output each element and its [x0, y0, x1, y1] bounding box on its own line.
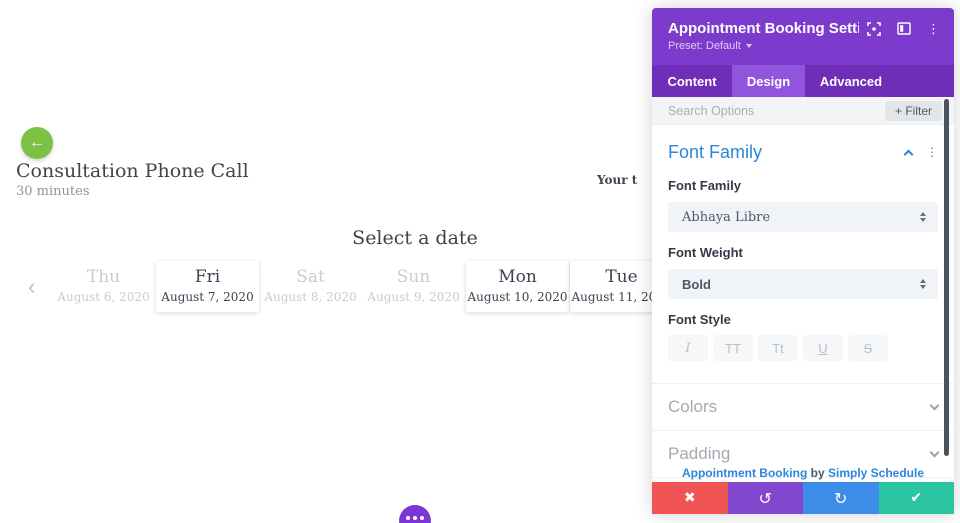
- divider: [652, 383, 954, 384]
- chevron-down-icon: [929, 447, 940, 458]
- tab-design[interactable]: Design: [732, 65, 805, 97]
- date-day-label: Thu: [86, 267, 121, 288]
- caret-down-icon: [745, 44, 752, 48]
- filter-button[interactable]: + Filter: [884, 100, 942, 121]
- font-family-value: Abhaya Libre: [682, 209, 771, 225]
- save-button[interactable]: ✔: [878, 482, 954, 514]
- font-family-field-label: Font Family: [668, 178, 741, 193]
- back-button[interactable]: ←: [21, 127, 53, 159]
- select-arrows-icon: [920, 279, 926, 289]
- panel-scrollbar-thumb[interactable]: [944, 99, 949, 456]
- event-title: Consultation Phone Call: [16, 160, 249, 182]
- close-icon: ✖: [683, 490, 696, 506]
- date-day-label: Mon: [498, 267, 537, 288]
- date-full-label: August 11, 2020: [571, 289, 672, 304]
- date-cell-sat: Sat August 8, 2020: [259, 261, 362, 312]
- date-full-label: August 6, 2020: [57, 289, 150, 304]
- section-colors-header[interactable]: Colors: [652, 384, 954, 430]
- font-family-select[interactable]: Abhaya Libre: [668, 202, 938, 232]
- section-title: Colors: [668, 397, 718, 416]
- panel-action-bar: ✖ ↺ ↻ ✔: [652, 482, 954, 514]
- divider: [652, 430, 954, 431]
- panel-header: Appointment Booking Setti...: [652, 8, 954, 65]
- date-full-label: August 9, 2020: [367, 289, 460, 304]
- search-options-input[interactable]: [668, 103, 885, 118]
- font-style-button-group: I TT Tt U S: [668, 335, 938, 361]
- font-weight-select[interactable]: Bold: [668, 269, 938, 299]
- font-weight-field-label: Font Weight: [668, 245, 743, 260]
- date-day-label: Sun: [396, 267, 431, 288]
- credit-by-text: by: [807, 466, 828, 480]
- font-weight-value: Bold: [682, 276, 711, 292]
- section-padding-header[interactable]: Padding: [652, 431, 954, 477]
- undo-icon: ↺: [758, 488, 772, 508]
- date-cell-thu: Thu August 6, 2020: [52, 261, 155, 312]
- underline-style-button[interactable]: U: [803, 335, 843, 361]
- date-full-label: August 8, 2020: [264, 289, 357, 304]
- discard-button[interactable]: ✖: [652, 482, 728, 514]
- uppercase-style-button[interactable]: TT: [713, 335, 753, 361]
- strikethrough-style-button[interactable]: S: [848, 335, 888, 361]
- date-cell-sun: Sun August 9, 2020: [362, 261, 465, 312]
- appointment-booking-link[interactable]: Appointment Booking: [681, 466, 808, 480]
- divider: [652, 477, 954, 478]
- date-full-label: August 10, 2020: [467, 289, 568, 304]
- ellipsis-icon: [406, 516, 424, 520]
- section-font-family-header[interactable]: Font Family ⋮: [668, 139, 938, 165]
- panel-menu-kebab-icon[interactable]: ⋮: [927, 21, 940, 36]
- chevron-down-icon: [929, 400, 940, 411]
- preset-selector[interactable]: Preset: Default: [668, 40, 752, 52]
- date-day-label: Fri: [194, 267, 221, 288]
- focus-module-icon[interactable]: [867, 21, 881, 36]
- redo-button[interactable]: ↻: [803, 482, 879, 514]
- appointment-booking-settings-panel: Appointment Booking Setti...: [652, 8, 954, 514]
- options-search-bar: + Filter: [652, 97, 954, 125]
- tab-content[interactable]: Content: [667, 73, 717, 89]
- date-day-label: Tue: [605, 267, 638, 288]
- capitalize-style-button[interactable]: Tt: [758, 335, 798, 361]
- date-full-label: August 7, 2020: [161, 289, 254, 304]
- panel-content: Font Family ⋮ Font Family Abhaya Libre F…: [652, 125, 954, 361]
- preset-label: Preset: Default: [668, 40, 741, 52]
- panel-layout-icon[interactable]: [897, 22, 911, 36]
- page-settings-toggle-button[interactable]: [399, 505, 431, 523]
- italic-style-button[interactable]: I: [668, 335, 708, 361]
- timezone-text: Your t: [597, 173, 638, 187]
- chevron-up-icon[interactable]: [903, 149, 914, 159]
- section-title: Padding: [668, 444, 731, 463]
- date-day-label: Sat: [296, 267, 325, 288]
- redo-icon: ↻: [834, 488, 848, 508]
- date-cell-fri[interactable]: Fri August 7, 2020: [156, 261, 259, 312]
- date-cell-mon[interactable]: Mon August 10, 2020: [466, 261, 569, 312]
- left-arrow-icon: ←: [29, 134, 45, 151]
- select-arrows-icon: [920, 212, 926, 222]
- section-title: Font Family: [668, 141, 763, 162]
- font-style-field-label: Font Style: [668, 312, 731, 327]
- prev-dates-chevron-icon[interactable]: ‹: [28, 274, 36, 299]
- select-date-heading: Select a date: [352, 227, 478, 249]
- panel-tabs: Content Design Advanced: [652, 65, 954, 97]
- section-options-kebab-icon[interactable]: ⋮: [926, 145, 938, 159]
- check-icon: ✔: [910, 490, 923, 506]
- event-duration: 30 minutes: [16, 184, 90, 199]
- panel-title: Appointment Booking Setti...: [668, 20, 859, 37]
- tab-advanced[interactable]: Advanced: [819, 73, 883, 89]
- undo-button[interactable]: ↺: [727, 482, 803, 514]
